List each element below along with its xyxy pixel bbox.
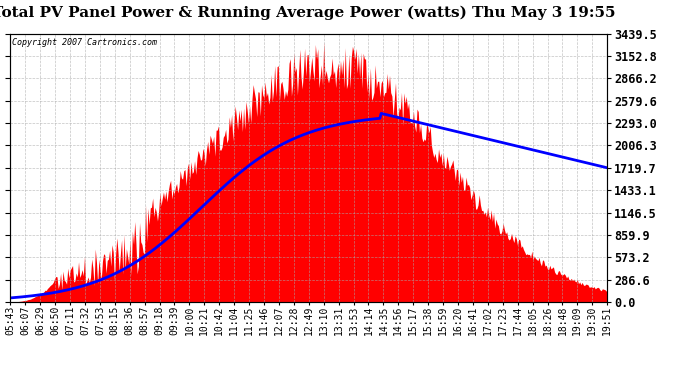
Text: Total PV Panel Power & Running Average Power (watts) Thu May 3 19:55: Total PV Panel Power & Running Average P… <box>0 6 615 20</box>
Text: Copyright 2007 Cartronics.com: Copyright 2007 Cartronics.com <box>12 38 157 47</box>
